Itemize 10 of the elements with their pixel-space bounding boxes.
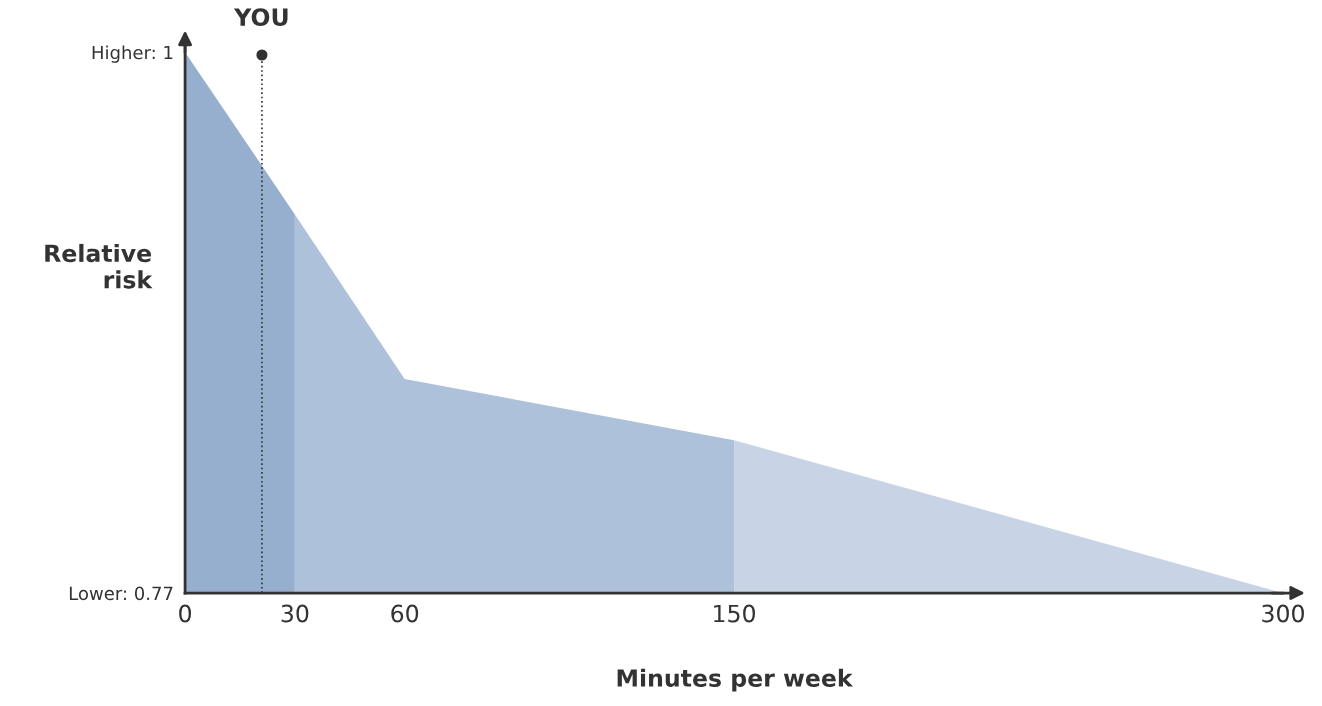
y-tick-label: Higher: 1 <box>92 45 173 63</box>
x-tick-label: 0 <box>179 604 192 623</box>
x-tick-label: 60 <box>391 604 419 623</box>
x-tick-label: 150 <box>714 604 756 623</box>
x-axis-title: Minutes per week <box>617 668 854 692</box>
x-tick-label: 300 <box>1262 604 1304 623</box>
y-axis-title: Relative risk <box>45 243 153 289</box>
x-tick-label: 30 <box>281 604 309 623</box>
ref-line-label: YOU <box>233 8 288 27</box>
y-tick-label: Lower: 0.77 <box>69 586 173 601</box>
